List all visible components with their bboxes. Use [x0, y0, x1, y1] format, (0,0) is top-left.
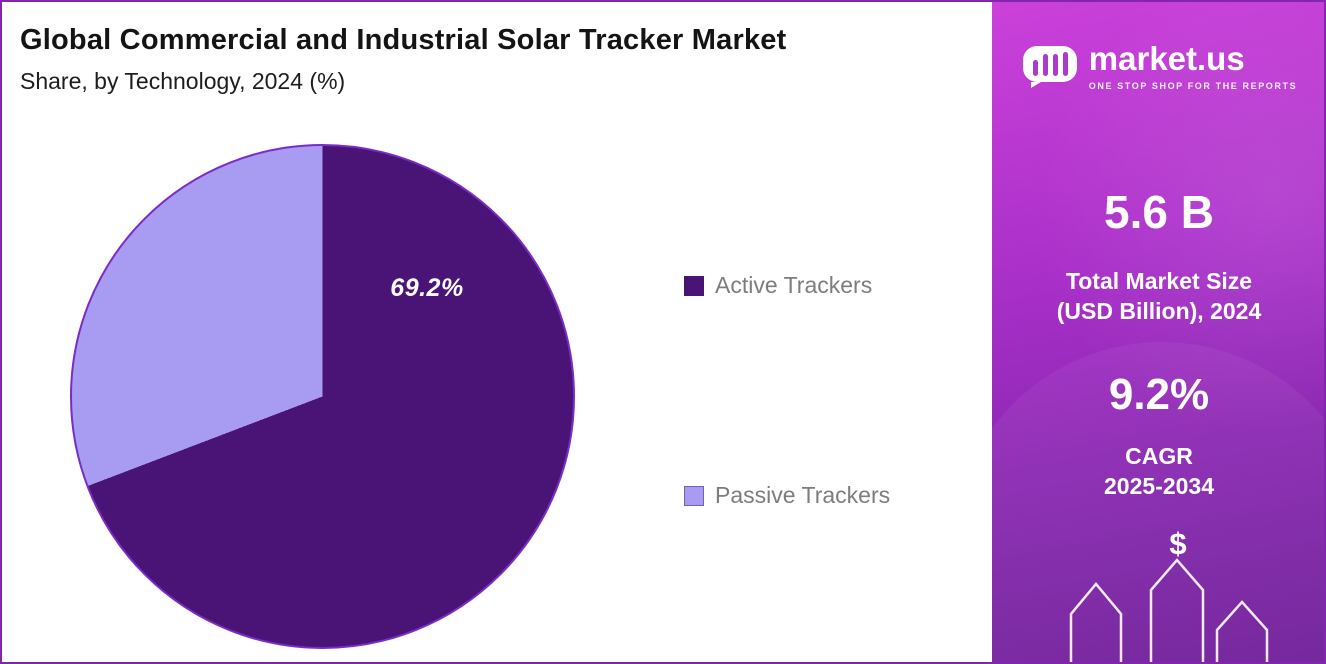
chart-panel: Global Commercial and Industrial Solar T…	[2, 2, 992, 662]
cagr-label-line1: CAGR	[1125, 443, 1193, 469]
market-size-label: Total Market Size (USD Billion), 2024	[992, 266, 1324, 327]
page-title: Global Commercial and Industrial Solar T…	[20, 24, 787, 56]
market-size-label-line1: Total Market Size	[1065, 268, 1253, 294]
brand-name: market.us	[1088, 40, 1245, 77]
market-size-value: 5.6 B	[1104, 186, 1214, 238]
legend-label-active: Active Trackers	[715, 272, 873, 298]
legend-swatch-passive	[684, 485, 704, 506]
dollar-symbol: $	[1169, 526, 1187, 561]
pie-chart: 69.2%	[70, 144, 575, 649]
growth-arrows-graphic	[1069, 558, 1269, 662]
market-size-label-line2: (USD Billion), 2024	[1056, 298, 1262, 325]
marketus-logo-icon	[1021, 42, 1079, 93]
legend-swatch-active	[684, 275, 704, 296]
brand-sidebar: market.us ONE STOP SHOP FOR THE REPORTS …	[992, 2, 1324, 662]
cagr-label-line2: 2025-2034	[1104, 472, 1214, 499]
cagr-value: 9.2%	[1108, 370, 1210, 419]
legend-label-passive: Passive Trackers	[715, 482, 891, 508]
brand-logo: market.us ONE STOP SHOP FOR THE REPORTS	[992, 40, 1324, 93]
brand-tagline: ONE STOP SHOP FOR THE REPORTS	[1088, 80, 1298, 91]
pie-slice-label: 69.2%	[390, 274, 464, 302]
brand-text-block: market.us ONE STOP SHOP FOR THE REPORTS	[1088, 40, 1298, 91]
page-subtitle: Share, by Technology, 2024 (%)	[20, 68, 346, 94]
cagr-label: CAGR 2025-2034	[992, 442, 1324, 502]
legend-item-active-trackers: Active Trackers	[684, 272, 872, 299]
legend-item-passive-trackers: Passive Trackers	[684, 482, 890, 509]
